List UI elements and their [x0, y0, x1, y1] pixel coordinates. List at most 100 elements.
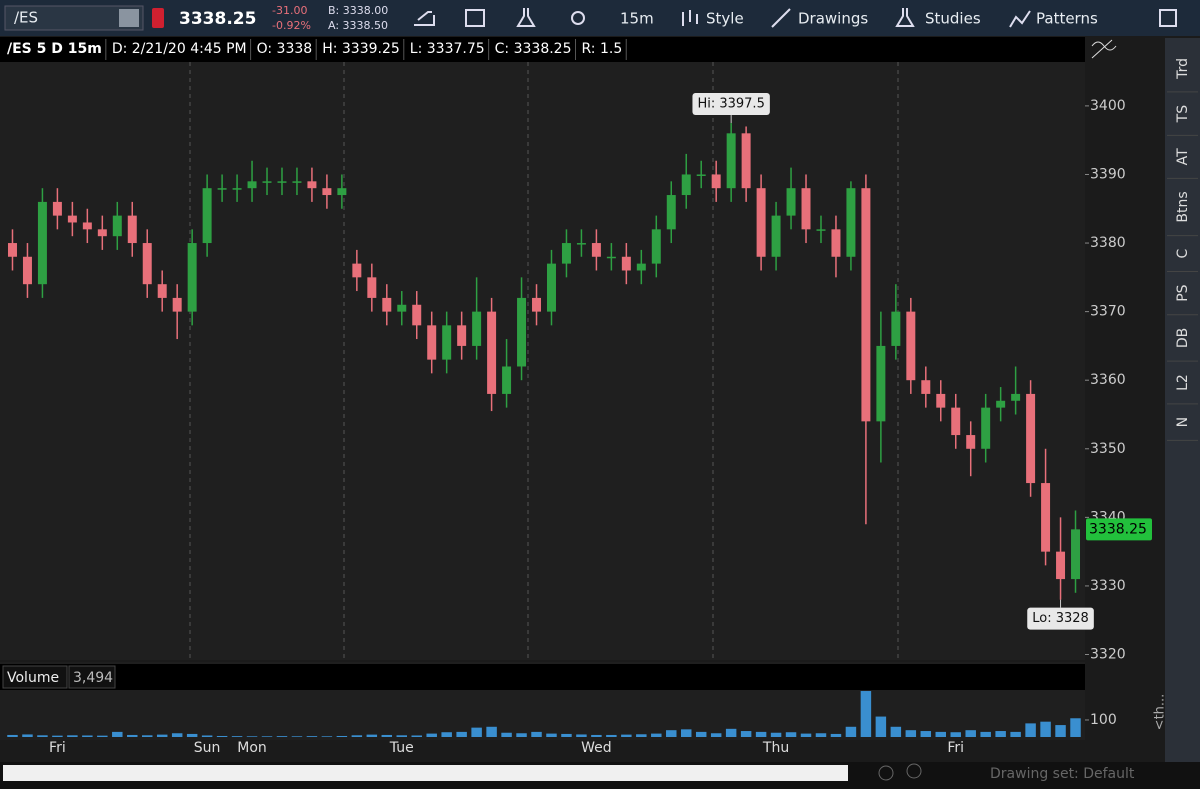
scrollbar[interactable]	[3, 765, 848, 781]
news-icon[interactable]	[465, 9, 485, 27]
y-tick-label: 3370	[1090, 304, 1126, 320]
sidebar-tab[interactable]: PS	[1175, 284, 1191, 301]
crosshair-icon[interactable]	[878, 765, 894, 781]
volume-bar	[336, 735, 348, 737]
volume-bar	[366, 734, 378, 737]
volume-bar	[830, 733, 842, 737]
candle-body	[247, 181, 257, 189]
style-button[interactable]: Style	[706, 10, 744, 28]
extreme-label-box	[1027, 607, 1094, 630]
style-icon[interactable]	[682, 10, 698, 26]
volume-title: Volume	[7, 670, 59, 686]
volume-bar	[1025, 723, 1036, 737]
candle-body	[532, 297, 542, 312]
volume-value-box	[68, 665, 116, 689]
patterns-icon[interactable]	[1009, 10, 1031, 28]
sidebar-tabs: Trd TS AT Btns C PS DB L2 N	[1167, 58, 1198, 441]
info-item: H: 3339.25	[322, 41, 400, 57]
volume-bar	[67, 735, 78, 737]
studies-button[interactable]: Studies	[925, 10, 981, 28]
sidebar-tab[interactable]: TS	[1175, 105, 1191, 124]
volume-bar	[845, 726, 857, 737]
volume-bar	[995, 731, 1006, 737]
candle-body	[487, 311, 497, 394]
volume-bar	[531, 731, 542, 737]
dropdown[interactable]	[119, 9, 139, 27]
candle-body	[951, 407, 961, 436]
volume-bar	[396, 735, 408, 737]
candle-body	[696, 174, 706, 176]
x-tick-label: Sun	[194, 740, 221, 756]
candle-body	[831, 229, 841, 257]
volume-bar	[82, 735, 93, 737]
lab-icon[interactable]	[516, 8, 536, 27]
sidebar-tab[interactable]: DB	[1175, 328, 1191, 348]
candle-body	[621, 256, 631, 271]
y-tick-label: 3320	[1090, 647, 1126, 663]
x-tick-label: Tue	[389, 740, 414, 756]
studies-icon[interactable]	[895, 8, 915, 27]
volume-bar	[501, 732, 512, 737]
last-price: 3338.25	[179, 9, 256, 29]
candle-body	[142, 243, 152, 285]
sidebar-tab[interactable]: AT	[1175, 148, 1191, 165]
patterns-button[interactable]: Patterns	[1036, 10, 1098, 28]
grid-icon[interactable]	[1159, 9, 1177, 27]
drawings-icon[interactable]	[771, 8, 791, 28]
volume-bar	[770, 732, 782, 737]
info-item: O: 3338	[257, 41, 313, 57]
sidebar-tab[interactable]: L2	[1175, 374, 1191, 391]
candle-body	[816, 229, 826, 231]
sidebar-tab[interactable]: C	[1175, 248, 1191, 258]
volume-bar	[950, 732, 961, 737]
volume-bar	[1010, 731, 1021, 737]
candle-body	[337, 188, 347, 196]
volume-bar	[591, 734, 602, 737]
zoom-icon[interactable]	[906, 763, 922, 779]
drawings-button[interactable]: Drawings	[798, 10, 868, 28]
candle-body	[756, 188, 766, 257]
candle-body	[966, 435, 976, 449]
collapse[interactable]: <th...	[1153, 694, 1168, 731]
candle-body	[187, 243, 197, 312]
extreme-label-box	[692, 93, 770, 116]
candle-body	[472, 311, 482, 346]
axis-icon[interactable]	[1091, 39, 1117, 59]
candle-body	[307, 181, 317, 189]
timeframe[interactable]: 15m	[620, 10, 654, 28]
candle-body	[22, 256, 32, 285]
volume-bar	[875, 716, 887, 737]
volume-bar	[441, 732, 452, 737]
volume-bar	[411, 735, 422, 737]
change-pct: -0.92%	[272, 19, 311, 32]
volume-bar	[576, 734, 587, 737]
settings-icon[interactable]	[571, 11, 585, 25]
info-item: L: 3337.75	[410, 41, 485, 57]
candle-body	[427, 325, 437, 360]
drawing-set[interactable]: Drawing set: Default	[990, 766, 1135, 782]
candle-body	[666, 195, 676, 230]
extreme-label: Lo: 3328	[1032, 611, 1089, 626]
share-icon[interactable]	[414, 11, 435, 26]
info-item: D: 2/21/20 4:45 PM	[112, 41, 247, 57]
volume-bar	[516, 733, 527, 737]
sidebar-tab[interactable]: Trd	[1175, 58, 1191, 80]
candle-body	[127, 215, 137, 244]
volume-bar	[291, 736, 303, 737]
sidebar-tab[interactable]: N	[1175, 417, 1191, 427]
candle-body	[397, 304, 407, 312]
sidebar-tab[interactable]: Btns	[1175, 191, 1191, 222]
candle-body	[457, 325, 467, 346]
candle-body	[891, 311, 901, 346]
volume-bar	[1055, 725, 1066, 737]
y-tick-label: 3330	[1090, 578, 1126, 594]
info-items: /ES 5 D 15m D: 2/21/20 4:45 PM O: 3338 H: 3…	[7, 39, 627, 60]
volume-bar	[695, 731, 707, 737]
candle-body	[37, 201, 47, 285]
alert-icon	[152, 8, 164, 28]
volume-bar	[965, 730, 976, 737]
volume-bar	[680, 729, 692, 737]
volume-bar	[22, 734, 33, 737]
candle-body	[1071, 529, 1081, 580]
